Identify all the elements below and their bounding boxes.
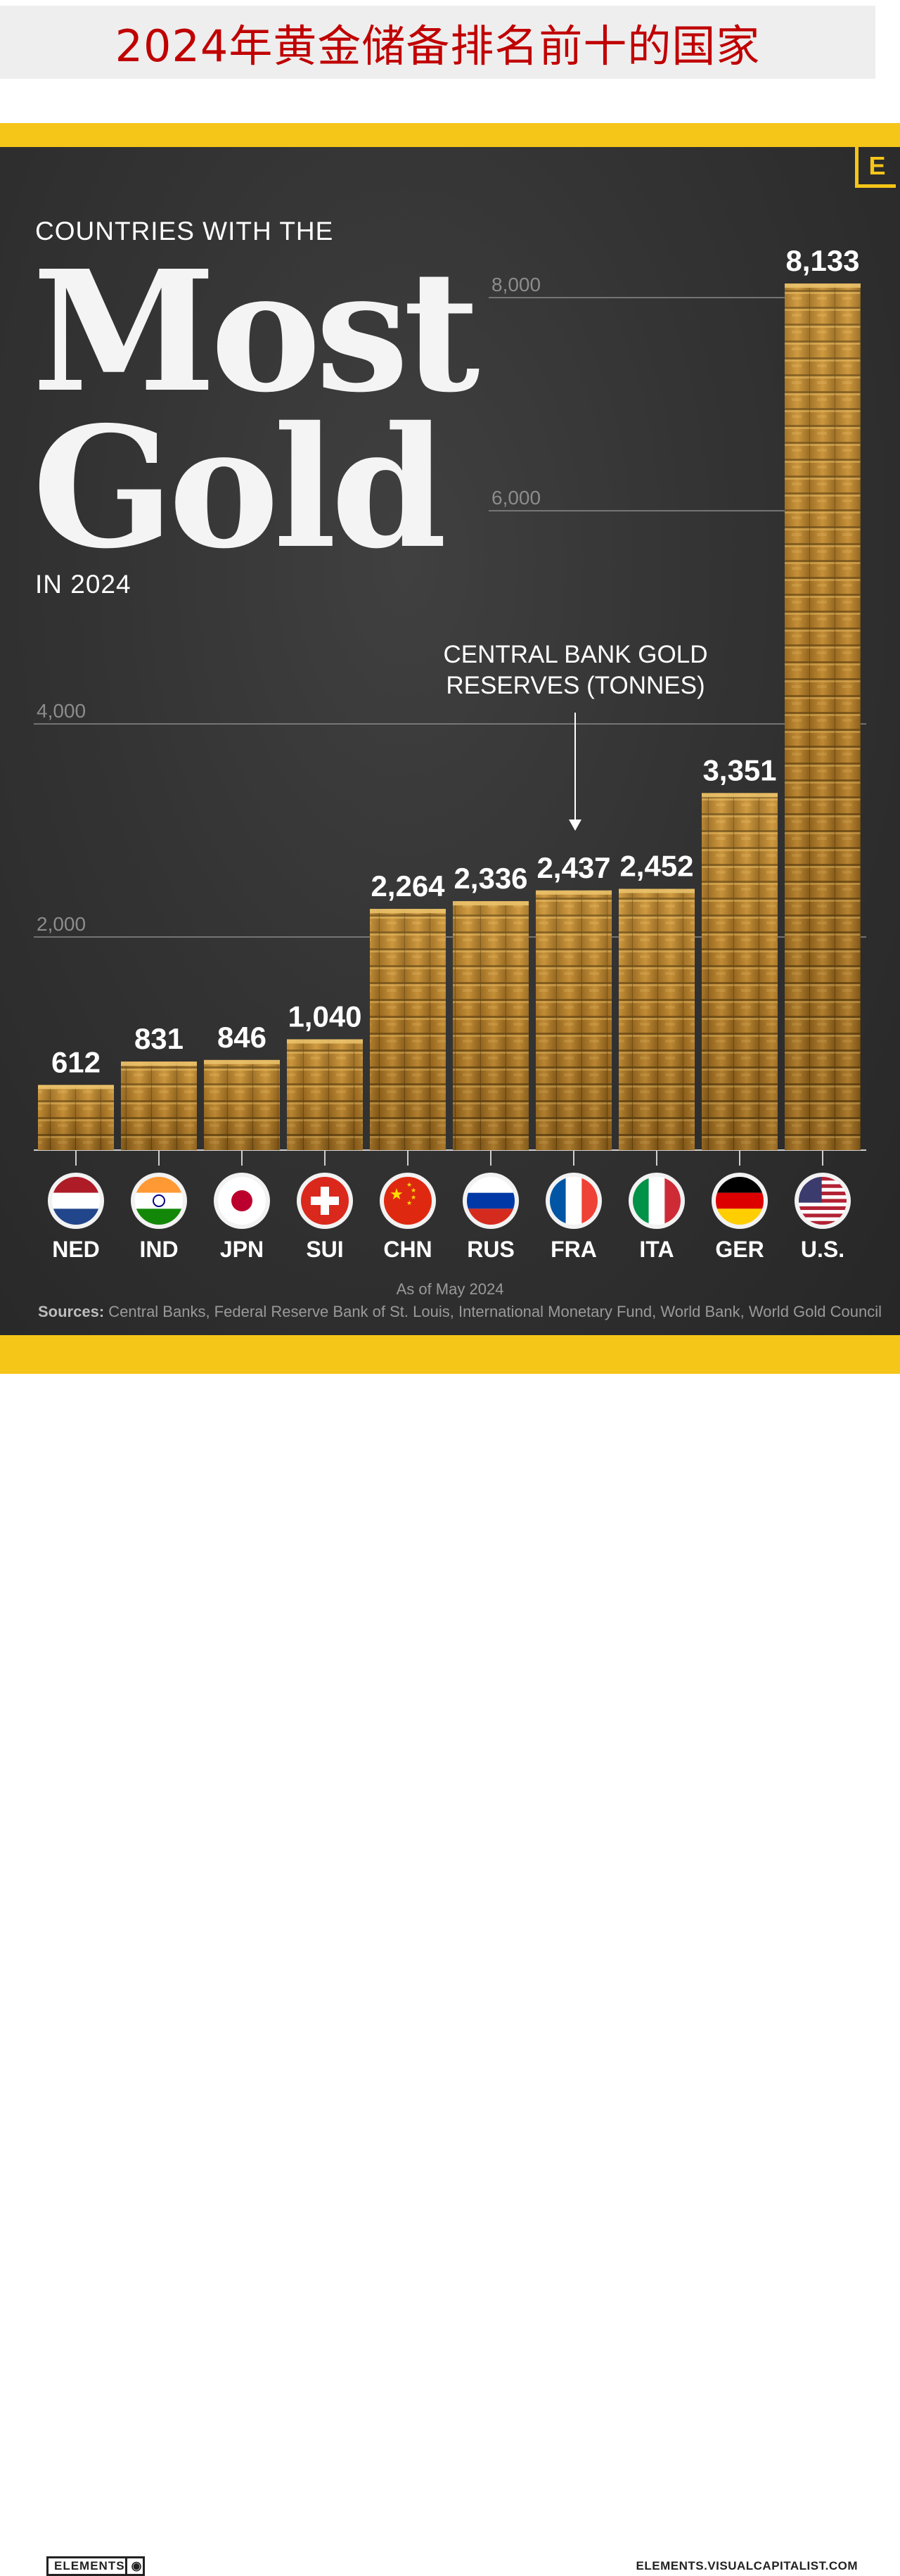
category-label: FRA [551, 1237, 597, 1262]
bar-ind [121, 1061, 197, 1150]
sources-line: Sources: Central Banks, Federal Reserve … [38, 1303, 882, 1321]
footer-brand-box: ELEMENTS ◉ [46, 2556, 145, 2576]
bar-value-label: 3,351 [702, 753, 776, 786]
bar-value-label: 612 [51, 1045, 101, 1078]
page-title: 2024年黄金储备排名前十的国家 [115, 20, 761, 72]
bar-jpn [204, 1059, 280, 1150]
germany-flag-icon [712, 1173, 768, 1229]
category-label: NED [52, 1237, 100, 1262]
y-tick-label: 2,000 [37, 913, 86, 935]
bar-value-label: 1,040 [288, 1000, 361, 1033]
flag-art: ★★★★★ [384, 1177, 432, 1225]
category-label: SUI [306, 1237, 343, 1262]
svg-text:★: ★ [411, 1187, 416, 1194]
flag-art [218, 1177, 266, 1225]
gold-reserves-chart: 2,000 4,000 6,000 8,000 612 NED 831 IND 846 JPN 1… [34, 244, 866, 1262]
bar-shade [619, 888, 695, 1150]
category-label: CHN [383, 1237, 432, 1262]
india-flag-icon [131, 1173, 187, 1229]
y-tick-label: 6,000 [491, 487, 541, 509]
bar-value-label: 2,264 [371, 869, 445, 903]
bar-value-label: 2,437 [536, 851, 610, 884]
footer-url: ELEMENTS.VISUALCAPITALIST.COM [636, 2559, 858, 2572]
bar-shade [370, 909, 446, 1150]
bar-shade [536, 890, 612, 1150]
top-banner: 2024年黄金储备排名前十的国家 [0, 6, 875, 79]
bar-ned [38, 1085, 114, 1150]
flag-art [467, 1177, 515, 1225]
bar-chn [370, 909, 446, 1150]
category-label: U.S. [801, 1237, 844, 1262]
elements-logo-icon: E [855, 147, 896, 188]
poster-kicker: COUNTRIES WITH THE [35, 217, 334, 246]
japan-flag-icon [214, 1173, 270, 1229]
category-label: ITA [639, 1237, 674, 1262]
china-flag-icon: ★★★★★ [380, 1173, 436, 1229]
switzerland-flag-icon [297, 1173, 353, 1229]
bottom-accent-bar: ELEMENTS ◉ ELEMENTS.VISUALCAPITALIST.COM [0, 1335, 900, 2576]
annotation-arrow-head-icon [569, 820, 581, 831]
category-label: IND [139, 1237, 178, 1262]
annotation-line-1: CENTRAL BANK GOLD [443, 641, 708, 668]
bar-sui [287, 1039, 363, 1150]
svg-text:★: ★ [411, 1194, 416, 1201]
flag-art [52, 1177, 100, 1225]
bar-value-label: 831 [134, 1022, 184, 1055]
poster-year-label: IN 2024 [35, 570, 131, 599]
russia-flag-icon [463, 1173, 519, 1229]
bar-value-label: 8,133 [785, 244, 859, 277]
infographic-poster: E COUNTRIES WITH THE Most Gold IN 2024 [0, 123, 900, 2576]
poster-title-gold: Gold [32, 390, 447, 585]
italy-flag-icon [629, 1173, 685, 1229]
flag-art [799, 1177, 847, 1225]
bar-value-label: 2,336 [454, 862, 527, 895]
footer-brand: ELEMENTS [54, 2559, 125, 2572]
sources-text: Central Banks, Federal Reserve Bank of S… [104, 1303, 882, 1320]
svg-text:★: ★ [390, 1186, 404, 1204]
svg-text:★: ★ [406, 1182, 412, 1189]
y-tick-label: 8,000 [491, 274, 541, 295]
bar-shade [121, 1061, 197, 1150]
bar-shade [38, 1085, 114, 1150]
usa-flag-icon [795, 1173, 851, 1229]
vc-logo-icon: ◉ [124, 2558, 146, 2574]
poster-title-most: Most [32, 234, 480, 429]
flag-art [301, 1177, 349, 1225]
flag-art [135, 1177, 183, 1225]
bar-shade [702, 793, 778, 1150]
bar-rus [453, 901, 529, 1150]
sources-label: Sources: [38, 1303, 105, 1320]
chart-annotation: CENTRAL BANK GOLD RESERVES (TONNES) [422, 639, 729, 701]
bar-ita [619, 888, 695, 1150]
netherlands-flag-icon [48, 1173, 104, 1229]
y-tick-label: 4,000 [37, 700, 86, 722]
svg-text:★: ★ [406, 1200, 412, 1207]
annotation-line-2: RESERVES (TONNES) [446, 672, 705, 699]
bar-us [785, 283, 861, 1150]
flag-art [550, 1177, 598, 1225]
flag-art [633, 1177, 681, 1225]
as-of-date: As of May 2024 [396, 1280, 504, 1298]
category-label: GER [715, 1237, 764, 1262]
france-flag-icon [546, 1173, 602, 1229]
bar-fra [536, 890, 612, 1150]
category-label: RUS [467, 1237, 515, 1262]
bar-shade [785, 283, 861, 1150]
bar-ger [702, 793, 778, 1150]
category-label: JPN [220, 1237, 264, 1262]
bar-value-label: 846 [217, 1021, 266, 1054]
flag-art [716, 1177, 764, 1225]
bar-shade [287, 1039, 363, 1150]
bar-shade [204, 1059, 280, 1150]
top-accent-bar [0, 123, 900, 147]
bar-shade [453, 901, 529, 1150]
bar-value-label: 2,452 [619, 850, 693, 883]
